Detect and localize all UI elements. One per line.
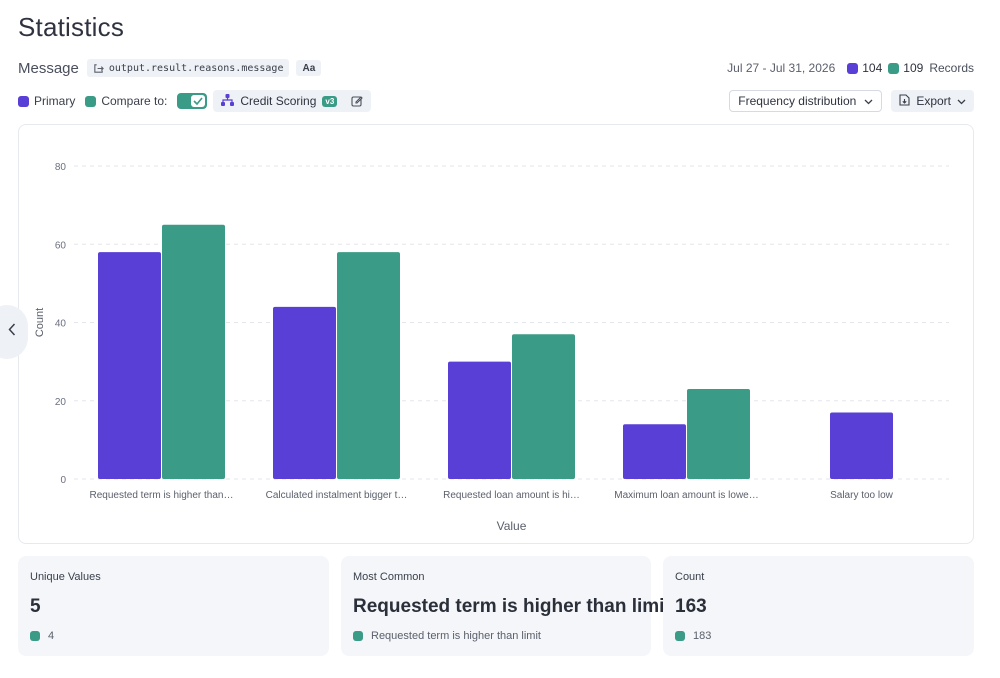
y-tick-label: 20: [55, 397, 67, 408]
compare-swatch: [888, 62, 900, 74]
collapse-panel-button[interactable]: [0, 305, 28, 359]
legend-primary: Primary: [18, 94, 75, 108]
bar: [273, 306, 336, 479]
legend-primary-swatch: [18, 95, 29, 107]
y-tick-label: 0: [60, 475, 66, 486]
compare-toggle[interactable]: [177, 93, 208, 109]
bar: [162, 224, 225, 479]
compare-model-chip[interactable]: Credit Scoring v3: [213, 90, 372, 112]
check-icon: [191, 95, 206, 107]
x-tick-label: Requested loan amount is hi…: [443, 490, 580, 501]
field-path-text: output.result.reasons.message: [108, 62, 284, 74]
stat-count-compare-value: 183: [693, 630, 712, 642]
page-title: Statistics: [18, 12, 125, 42]
x-tick-label: Calculated instalment bigger t…: [266, 490, 408, 501]
bar: [623, 424, 686, 479]
view-select[interactable]: Frequency distribution: [729, 90, 883, 112]
stat-unique-value: 5: [30, 596, 41, 617]
compare-record-count: 109: [903, 61, 924, 75]
field-type-badge: Aa: [296, 60, 322, 76]
stat-unique-compare: 4: [30, 630, 54, 642]
model-version-badge: v3: [322, 95, 338, 107]
primary-swatch: [847, 62, 859, 74]
date-range: Jul 27 - Jul 31, 2026: [727, 61, 836, 75]
y-tick-label: 60: [55, 240, 67, 251]
bar: [337, 252, 400, 479]
stat-common-compare: Requested term is higher than limit: [353, 630, 541, 642]
model-name: Credit Scoring: [240, 94, 317, 108]
stat-card-unique: Unique Values 5 4: [18, 556, 329, 656]
stat-count-value: 163: [675, 596, 707, 617]
compare-swatch: [30, 631, 40, 641]
path-link-icon: [93, 63, 104, 74]
legend-compare: Compare to:: [85, 94, 167, 108]
bar: [512, 334, 575, 479]
stat-common-value: Requested term is higher than limit: [353, 596, 671, 617]
chart-controls: Frequency distribution Export: [729, 90, 974, 112]
stat-unique-compare-value: 4: [48, 630, 55, 642]
chevron-down-icon: [864, 94, 873, 108]
export-label: Export: [916, 94, 951, 108]
legend-compare-label: Compare to:: [101, 94, 168, 108]
model-tree-icon: [221, 93, 235, 109]
frequency-chart: 0 20 40 60 80 Requested term is higher than… C…: [34, 162, 949, 533]
y-axis-label: Count: [34, 308, 46, 337]
chevron-down-icon: [957, 94, 966, 108]
compare-swatch: [675, 631, 685, 641]
chart-card: 0 20 40 60 80 Requested term is higher than… C…: [18, 124, 974, 544]
stat-unique-label: Unique Values: [30, 571, 101, 583]
bar: [448, 361, 511, 479]
y-tick-label: 40: [55, 319, 67, 330]
primary-record-count: 104: [862, 61, 883, 75]
export-button[interactable]: Export: [891, 90, 974, 112]
x-tick-label: Salary too low: [830, 490, 894, 501]
legend-primary-label: Primary: [34, 94, 76, 108]
bar: [98, 252, 161, 479]
stat-common-compare-value: Requested term is higher than limit: [371, 630, 541, 642]
stat-common-label: Most Common: [353, 571, 425, 583]
records-label: Records: [929, 61, 974, 75]
records-meta: Jul 27 - Jul 31, 2026 104 109 Records: [727, 61, 974, 75]
edit-icon[interactable]: [351, 95, 364, 107]
compare-bar: Primary Compare to: Credit Scoring v3 Fr…: [18, 90, 974, 112]
bar: [830, 412, 893, 479]
view-select-value: Frequency distribution: [738, 94, 857, 108]
file-export-icon: [899, 93, 910, 109]
stat-count-label: Count: [675, 571, 705, 583]
x-axis-label: Value: [497, 519, 527, 533]
bar: [687, 389, 750, 479]
stat-card-count: Count 163 183: [663, 556, 974, 656]
field-header: Message output.result.reasons.message Aa…: [18, 57, 974, 79]
chevron-left-icon: [8, 323, 16, 341]
field-label: Message: [18, 59, 79, 77]
field-path-chip[interactable]: output.result.reasons.message: [86, 59, 290, 77]
compare-swatch: [353, 631, 363, 641]
y-tick-label: 80: [55, 162, 67, 173]
stat-card-most-common: Most Common Requested term is higher tha…: [341, 556, 671, 656]
legend-compare-swatch: [85, 95, 97, 107]
stat-count-compare: 183: [675, 630, 711, 642]
x-tick-label: Maximum loan amount is lowe…: [614, 490, 759, 501]
x-tick-label: Requested term is higher than…: [90, 490, 234, 501]
